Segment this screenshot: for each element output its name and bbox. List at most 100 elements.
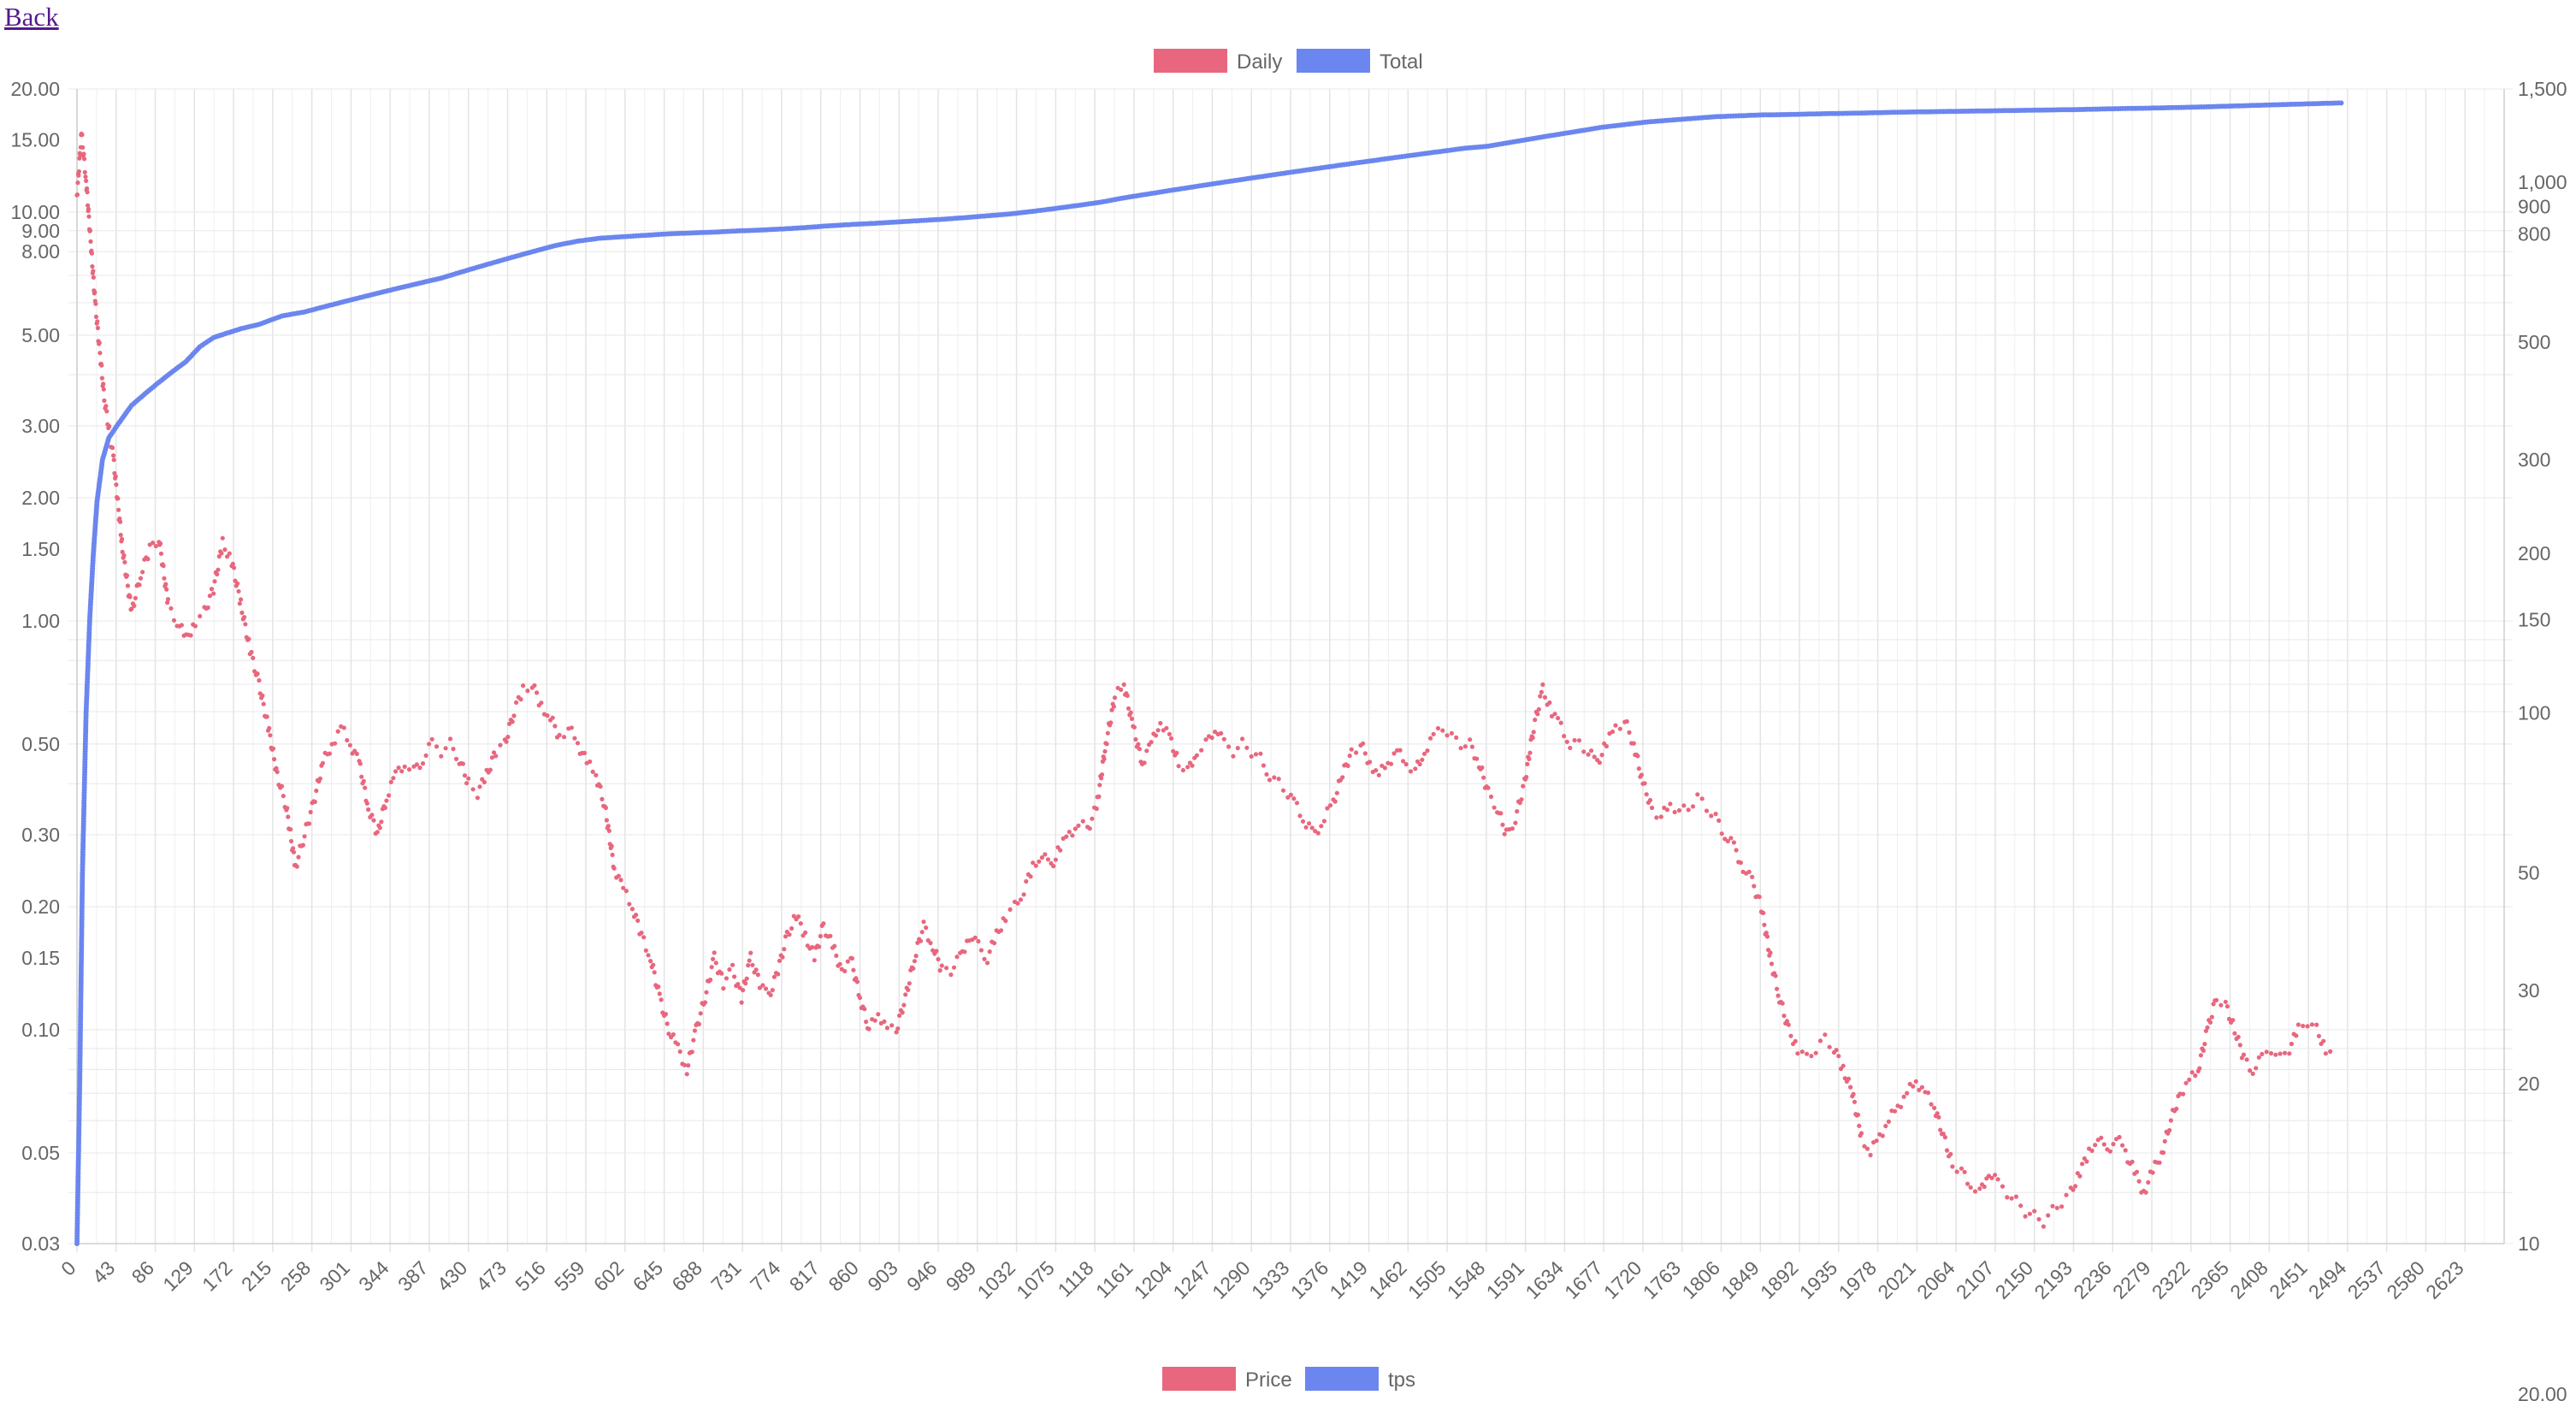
series-point — [1015, 901, 1020, 906]
series-point — [2278, 1051, 2283, 1056]
series-point — [782, 947, 787, 952]
x-tick-label: 2365 — [2187, 1256, 2234, 1303]
series-point — [306, 821, 312, 826]
series-point — [2117, 1134, 2122, 1140]
series-point — [1294, 801, 1300, 806]
series-point — [375, 830, 380, 835]
series-point — [267, 725, 272, 731]
series-total — [74, 100, 2344, 1246]
series-point — [1090, 816, 1095, 821]
series-point — [1672, 809, 1677, 815]
series-point — [1454, 735, 1459, 741]
series-point — [2295, 1022, 2301, 1027]
x-tick-label: 2193 — [2029, 1256, 2077, 1303]
series-point — [1610, 729, 1616, 735]
series-point — [220, 535, 225, 541]
series-point — [1941, 1132, 1946, 1137]
series-point — [2294, 1033, 2299, 1038]
series-point — [962, 949, 967, 955]
series-point — [1171, 748, 1176, 754]
series-point — [1549, 713, 1555, 719]
legend[interactable]: Daily Total — [1154, 49, 1423, 74]
series-point — [1775, 986, 1780, 991]
back-link[interactable]: Back — [4, 2, 59, 32]
series-point — [1028, 874, 1033, 879]
series-point — [1750, 874, 1755, 879]
series-point — [739, 1000, 744, 1005]
series-point — [171, 618, 177, 623]
series-point — [736, 982, 741, 987]
series-point — [692, 1028, 698, 1033]
series-point — [1129, 716, 1135, 722]
grid — [68, 88, 2513, 1252]
series-point — [2013, 1194, 2018, 1199]
legend-label-tps[interactable]: tps — [1388, 1368, 1415, 1392]
series-point — [561, 735, 567, 740]
series-point — [1925, 1091, 1931, 1096]
series-point — [606, 828, 612, 834]
series-point — [2050, 1203, 2055, 1209]
series-point — [1581, 749, 1586, 754]
legend-swatch-daily[interactable] — [1154, 49, 1227, 73]
legend-swatch-total[interactable] — [1297, 49, 1370, 73]
series-point — [294, 864, 299, 869]
series-point — [2223, 999, 2228, 1004]
series-point — [86, 206, 92, 211]
x-tick-label: 1118 — [1054, 1256, 1098, 1301]
series-point — [882, 1019, 887, 1024]
x-tick-label: 2322 — [2148, 1256, 2195, 1303]
series-point — [1345, 763, 1350, 769]
series-point — [1527, 756, 1532, 762]
series-point — [744, 976, 749, 981]
series-point — [1380, 763, 1385, 768]
series-point — [188, 633, 193, 638]
series-point — [1781, 1014, 1787, 1019]
series-point — [2301, 1023, 2306, 1029]
series-point — [1635, 754, 1640, 759]
series-point — [1445, 733, 1450, 738]
series-point — [2181, 1091, 2186, 1097]
series-point — [2005, 1195, 2010, 1200]
series-point — [656, 984, 661, 990]
series-point — [1764, 934, 1770, 939]
series-point — [1813, 1050, 1818, 1055]
series-point — [129, 606, 134, 612]
x-tick-label: 1978 — [1835, 1256, 1882, 1303]
series-point — [1137, 747, 1142, 752]
y-right-tick-label: 500 — [2518, 331, 2550, 353]
legend-label-price[interactable]: Price — [1245, 1368, 1292, 1392]
series-point — [936, 956, 941, 962]
series-point — [379, 819, 384, 825]
series-point — [80, 145, 86, 150]
series-point — [255, 671, 260, 677]
legend-label-total[interactable]: Total — [1380, 50, 1423, 74]
series-point — [665, 1021, 670, 1026]
x-tick-label: 1892 — [1756, 1256, 1803, 1303]
series-point — [1374, 768, 1379, 773]
series-point — [906, 987, 911, 992]
series-point — [1288, 792, 1293, 797]
legend-swatch-price[interactable] — [1162, 1367, 1236, 1391]
series-point — [345, 737, 350, 743]
series-point — [86, 203, 91, 208]
series-point — [1094, 806, 1099, 812]
series-point — [1556, 716, 1561, 721]
legend-label-daily[interactable]: Daily — [1237, 50, 1282, 74]
series-point — [939, 963, 944, 968]
series-point — [1597, 760, 1602, 766]
series-point — [384, 798, 389, 803]
series-point — [1533, 718, 1538, 723]
series-point — [1315, 831, 1320, 836]
series-point — [712, 950, 717, 955]
y-right-tick-label: 50 — [2518, 861, 2540, 884]
legend-swatch-tps[interactable] — [1305, 1367, 1379, 1391]
series-point — [698, 1011, 703, 1016]
series-point — [205, 605, 210, 611]
series-point — [1868, 1152, 1873, 1158]
series-point — [487, 767, 493, 772]
series-point — [1303, 825, 1309, 830]
series-point — [99, 375, 104, 381]
series-point — [1686, 807, 1691, 813]
series-point — [1382, 766, 1387, 771]
series-point — [74, 192, 80, 198]
